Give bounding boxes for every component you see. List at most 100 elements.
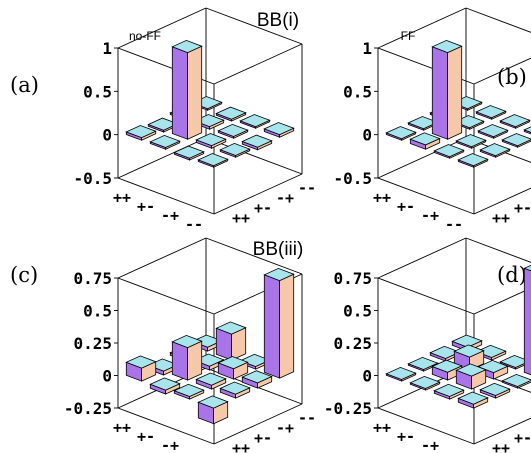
bar-top (171, 334, 203, 349)
col-basis-label: +- (514, 199, 531, 217)
bar-top (523, 126, 531, 133)
bar-top (409, 375, 441, 389)
row-basis-label: +- (397, 198, 415, 216)
col-basis-label: -- (298, 409, 316, 427)
bar-top (385, 126, 417, 140)
box-edge (377, 137, 467, 179)
bar (409, 375, 441, 391)
box-edge (473, 187, 531, 215)
z-tick-label: -0.25 (324, 399, 372, 418)
bar-top (197, 153, 229, 167)
bar-side (447, 45, 463, 140)
box-edge (213, 43, 303, 85)
bar (215, 321, 247, 361)
row-basis-label: +- (397, 428, 415, 446)
bar (407, 356, 439, 372)
box-edge (117, 237, 207, 279)
row-basis-label: ++ (113, 189, 131, 207)
bar (239, 114, 271, 129)
bar-top (149, 134, 181, 148)
bar (171, 39, 203, 140)
panel-label: (d) (497, 263, 527, 287)
bars (385, 264, 531, 409)
bar (499, 114, 531, 129)
bar (457, 391, 489, 409)
bar-top (197, 395, 229, 409)
bar (263, 267, 295, 379)
bar-top (451, 334, 483, 348)
bar (125, 125, 157, 141)
box-edge (465, 7, 531, 33)
bar-top (457, 153, 489, 167)
z-tick-label: -0.25 (64, 399, 112, 418)
box-edge (117, 277, 215, 315)
bar-top (173, 145, 205, 159)
bar (433, 383, 465, 400)
bar-top (453, 344, 485, 358)
bar-top (499, 114, 531, 128)
z-tick-label: 1 (362, 39, 372, 58)
z-tick-label: 0.75 (333, 269, 372, 288)
bar (475, 105, 507, 120)
bar-side (523, 267, 531, 376)
bar-top (431, 359, 463, 373)
bar-top (239, 114, 271, 128)
bar-top (385, 366, 417, 380)
box-edge (377, 277, 475, 315)
bar (501, 373, 531, 389)
bar (173, 383, 205, 400)
col-basis-label: +- (254, 199, 272, 217)
bar (197, 395, 229, 425)
bar-top (195, 372, 227, 386)
box-edge (473, 57, 531, 85)
chart-panel-1: FF(b)10.50-0.5+++--+--+++--+-- (333, 7, 531, 234)
bar-top (433, 383, 465, 397)
bar (217, 123, 249, 139)
bounding-box (117, 7, 303, 215)
bar-top (455, 363, 487, 377)
bar (385, 126, 417, 141)
bar (385, 366, 417, 382)
col-basis-label: +- (254, 429, 272, 447)
bar-side (279, 273, 295, 379)
z-tick-label: 0 (102, 126, 112, 145)
bar-side (187, 45, 203, 140)
bar (479, 143, 511, 158)
row-basis-label: ++ (113, 419, 131, 437)
bar (455, 363, 487, 390)
box-edge (117, 407, 215, 445)
bar-top (241, 370, 273, 384)
box-edge (213, 403, 303, 445)
bar-top (433, 144, 465, 158)
row-basis-label: +- (137, 428, 155, 446)
row-basis-label: -- (445, 446, 463, 453)
box-edge (473, 287, 531, 315)
bar-top (501, 373, 531, 387)
bar (263, 122, 295, 138)
row-basis-label: -+ (421, 437, 439, 453)
bar (149, 134, 181, 150)
panel-label: (c) (10, 263, 38, 287)
bar-top (219, 381, 251, 395)
col-basis-label: ++ (232, 439, 250, 453)
box-edge (465, 237, 531, 263)
bar-top (173, 383, 205, 397)
bar (125, 355, 157, 382)
bar-top (477, 124, 509, 138)
row-basis-label: -+ (161, 437, 179, 453)
bar (433, 144, 465, 159)
bar-side (171, 341, 189, 381)
bar-top (455, 134, 487, 148)
row-basis-label: -- (445, 216, 463, 234)
box-edge (377, 237, 467, 279)
bar-top (195, 133, 227, 147)
bar-top (171, 39, 203, 54)
bar-top (217, 123, 249, 137)
col-basis-label: -+ (276, 419, 294, 437)
row-basis-label: -- (185, 216, 203, 234)
bar (171, 334, 203, 381)
bar (455, 134, 487, 149)
bar-side (171, 46, 189, 140)
bar (477, 124, 509, 139)
